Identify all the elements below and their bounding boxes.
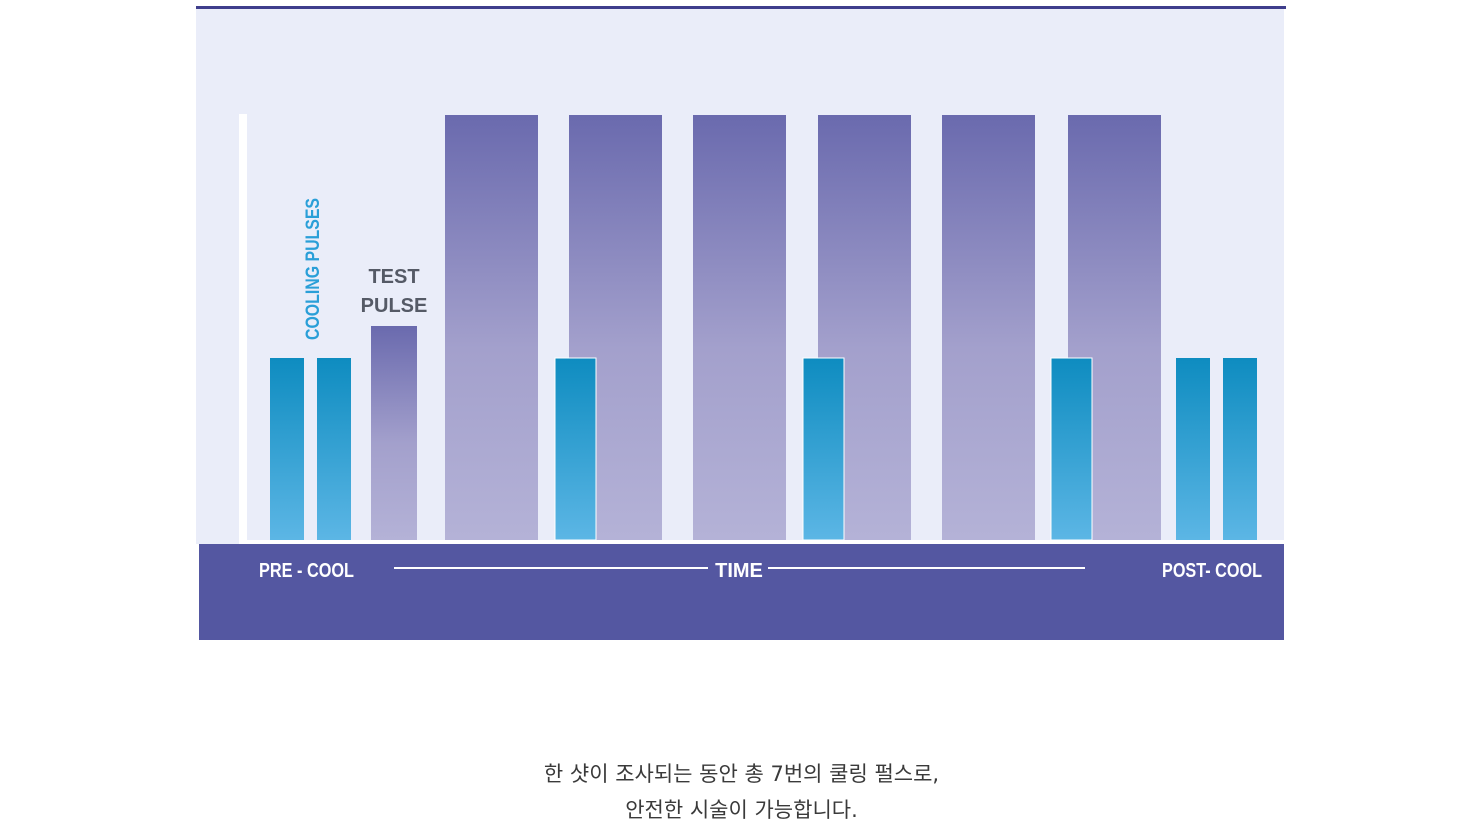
time-label: TIME <box>715 560 763 582</box>
pre-cool-label: PRE - COOL <box>259 560 354 582</box>
cooling-pulse-mid-3 <box>1050 357 1093 541</box>
test-pulse <box>371 326 417 540</box>
heating-pulse-3 <box>693 115 786 540</box>
heating-pulse-1 <box>445 115 538 540</box>
cooling-pulses-label: COOLING PULSES <box>303 198 324 340</box>
cooling-pulse-mid-2 <box>802 357 845 541</box>
heating-pulse-5 <box>942 115 1035 540</box>
time-line-left <box>394 567 708 569</box>
y-axis <box>239 114 247 548</box>
heating-pulses <box>445 115 1161 540</box>
caption-line-1: 한 샷이 조사되는 동안 총 7번의 쿨링 펄스로, <box>543 762 940 786</box>
cooling-pulse-mid-1 <box>554 357 597 541</box>
cooling-pulse-post-2 <box>1223 358 1257 540</box>
caption-line-2: 안전한 시술이 가능합니다. <box>625 798 858 822</box>
cooling-pulse-pre-1 <box>270 358 304 540</box>
top-rule <box>196 6 1286 9</box>
test-pulse-label-line2: PULSE <box>361 295 428 317</box>
cooling-pulse-pre-2 <box>317 358 351 540</box>
test-pulse-label-line1: TEST <box>368 266 419 288</box>
time-line-right <box>768 567 1085 569</box>
time-band <box>199 544 1284 640</box>
cooling-pulses <box>270 357 1257 541</box>
cooling-pulse-post-1 <box>1176 358 1210 540</box>
post-cool-label: POST- COOL <box>1162 560 1262 582</box>
